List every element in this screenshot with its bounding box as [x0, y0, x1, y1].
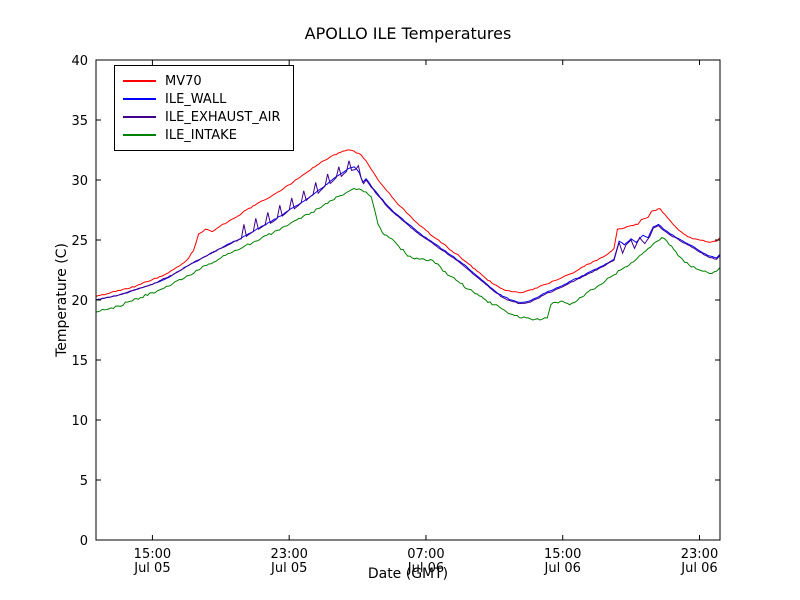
x-tick-label-time: 15:00 [544, 547, 581, 562]
legend-entry-ile-intake: ILE_INTAKE [123, 126, 281, 144]
legend-entry-mv70: MV70 [123, 72, 281, 90]
y-tick-label: 5 [80, 474, 88, 489]
legend-line-ile-exhaust-air-icon [123, 116, 156, 118]
legend-label-ile-wall: ILE_WALL [165, 91, 227, 107]
y-tick-label: 0 [80, 534, 88, 549]
y-tick-label: 15 [71, 354, 88, 369]
series-line-ile-exhaust-air [96, 160, 720, 305]
legend-label-ile-exhaust-air: ILE_EXHAUST_AIR [165, 109, 281, 125]
legend: MV70 ILE_WALL ILE_EXHAUST_AIR ILE_INTAKE [114, 65, 294, 151]
legend-label-mv70: MV70 [165, 73, 202, 89]
y-tick-label: 40 [71, 54, 88, 69]
y-axis-label: Temperature (C) [54, 243, 70, 357]
x-tick-label-time: 07:00 [407, 547, 444, 562]
legend-label-ile-intake: ILE_INTAKE [165, 127, 237, 143]
x-tick-label-date: Jul 05 [270, 561, 307, 576]
series-line-ile-wall [96, 166, 720, 303]
x-axis-label: Date (GMT) [367, 566, 449, 582]
y-tick-label: 25 [71, 234, 88, 249]
y-tick-label: 30 [71, 174, 88, 189]
legend-line-ile-wall-icon [123, 98, 156, 100]
series-line-mv70 [96, 149, 720, 297]
x-tick-label-time: 15:00 [134, 547, 171, 562]
legend-entry-ile-wall: ILE_WALL [123, 90, 281, 108]
chart-title: APOLLO ILE Temperatures [304, 24, 512, 43]
y-tick-label: 10 [71, 414, 88, 429]
y-tick-label: 20 [71, 294, 88, 309]
x-tick-label-time: 23:00 [270, 547, 307, 562]
x-tick-label-date: Jul 06 [407, 561, 444, 576]
x-tick-label-time: 23:00 [681, 547, 718, 562]
x-tick-label-date: Jul 06 [544, 561, 581, 576]
x-tick-label-date: Jul 05 [133, 561, 170, 576]
legend-entry-ile-exhaust-air: ILE_EXHAUST_AIR [123, 108, 281, 126]
legend-line-mv70-icon [123, 80, 156, 82]
legend-line-ile-intake-icon [123, 134, 156, 136]
y-tick-label: 35 [71, 114, 88, 129]
x-tick-label-date: Jul 06 [680, 561, 717, 576]
series-line-ile-intake [96, 187, 720, 321]
